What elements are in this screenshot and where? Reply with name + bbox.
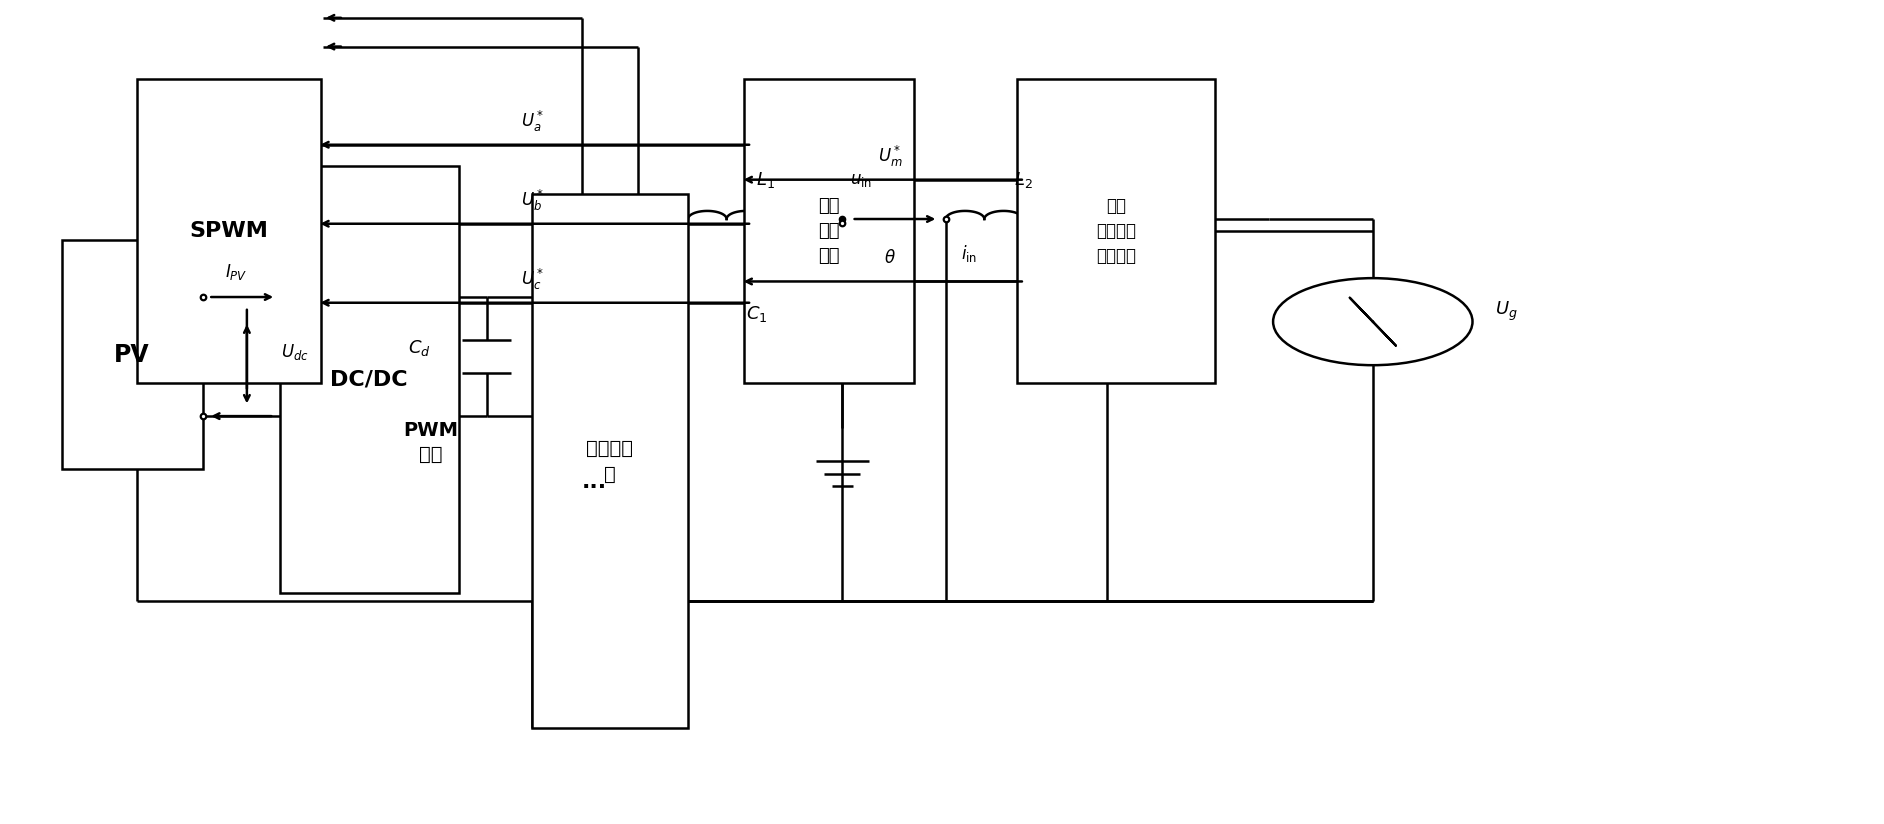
Text: 驱动: 驱动 [418, 445, 443, 464]
Text: $U_g$: $U_g$ [1496, 300, 1519, 323]
Text: $C_d$: $C_d$ [407, 339, 430, 358]
Bar [62, 240, 203, 470]
Text: $L_2$: $L_2$ [1014, 170, 1032, 190]
Text: $i_{\rm in}$: $i_{\rm in}$ [961, 243, 978, 264]
Text: $\theta$: $\theta$ [884, 250, 897, 268]
Text: $U_b^*$: $U_b^*$ [522, 188, 544, 213]
Text: PWM: PWM [403, 420, 458, 439]
Circle shape [1274, 279, 1473, 365]
Text: SPWM: SPWM [190, 222, 268, 241]
Text: PV: PV [115, 343, 151, 367]
Text: $U_c^*$: $U_c^*$ [522, 267, 544, 293]
Text: 电压
电流
控制: 电压 电流 控制 [818, 197, 840, 265]
Bar [1017, 79, 1215, 383]
Bar [531, 194, 688, 728]
Text: $L_1$: $L_1$ [755, 170, 774, 190]
Text: 考虑
故障下的
功率控制: 考虑 故障下的 功率控制 [1096, 197, 1136, 265]
Text: $u_{\rm in}$: $u_{\rm in}$ [850, 171, 872, 189]
Text: ...: ... [582, 472, 607, 492]
Text: DC/DC: DC/DC [330, 369, 409, 389]
Bar [138, 79, 320, 383]
Text: 三相逆变
器: 三相逆变 器 [586, 438, 633, 484]
Text: $U_{dc}$: $U_{dc}$ [281, 343, 309, 363]
Text: $U_a^*$: $U_a^*$ [522, 110, 544, 134]
Text: $I_{PV}$: $I_{PV}$ [226, 262, 249, 283]
Bar [744, 79, 914, 383]
Bar [281, 166, 458, 592]
Text: $C_1$: $C_1$ [746, 304, 767, 325]
Text: $U_m^*$: $U_m^*$ [878, 144, 902, 169]
